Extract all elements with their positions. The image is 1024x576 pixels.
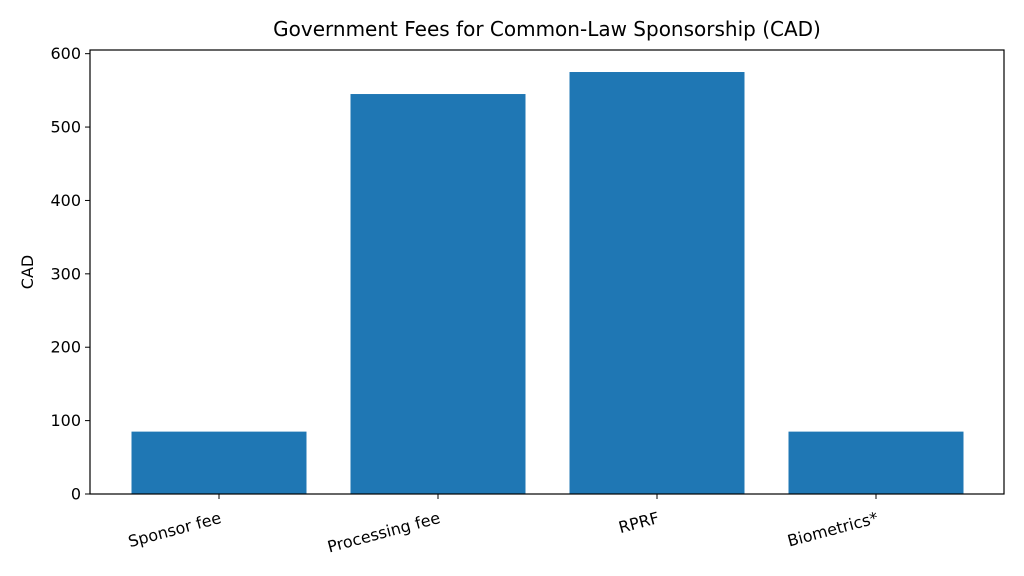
bar-processing-fee — [350, 94, 526, 495]
bar-sponsor-fee — [131, 431, 307, 494]
y-tick-label: 200 — [50, 338, 81, 357]
y-tick-label: 500 — [50, 118, 81, 137]
bar-rprf — [569, 72, 745, 494]
bar-biometrics — [788, 431, 964, 494]
y-axis: 0 100 200 300 400 500 600 — [50, 44, 90, 504]
x-tick-label: Sponsor fee — [126, 508, 223, 551]
x-axis: Sponsor fee Processing fee RPRF Biometrics* — [126, 494, 880, 556]
y-tick-label: 400 — [50, 191, 81, 210]
y-tick-label: 300 — [50, 264, 81, 283]
y-axis-label: CAD — [18, 255, 37, 289]
bars-group — [131, 72, 964, 495]
y-tick-label: 600 — [50, 44, 81, 63]
x-tick-label: RPRF — [617, 508, 662, 537]
chart-title: Government Fees for Common-Law Sponsorsh… — [273, 17, 821, 41]
x-tick-label: Processing fee — [325, 508, 442, 556]
y-tick-label: 100 — [50, 411, 81, 430]
y-tick-label: 0 — [71, 485, 81, 504]
x-tick-label: Biometrics* — [785, 508, 880, 550]
plot-frame — [89, 49, 1005, 495]
